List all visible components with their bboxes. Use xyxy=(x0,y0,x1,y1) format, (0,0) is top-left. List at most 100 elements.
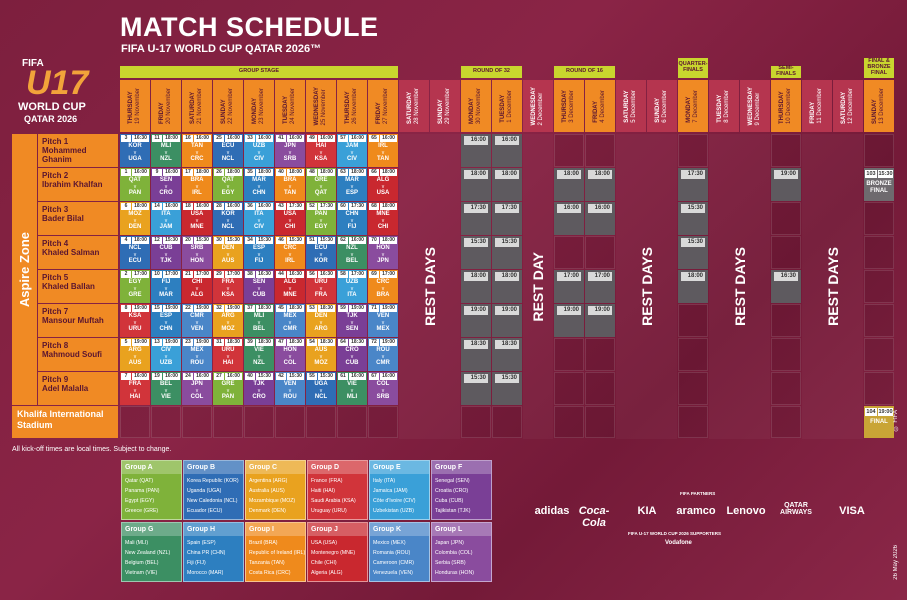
date-text: TUESDAY 24 November xyxy=(283,88,297,124)
empty-cell xyxy=(678,372,708,405)
away-team: MNE xyxy=(283,292,297,298)
group-match: 29 17:00 FRA v KSA xyxy=(213,270,243,303)
empty-cell xyxy=(678,338,708,371)
versus: v xyxy=(288,388,292,394)
match-no: 46 xyxy=(276,237,286,244)
date: 5 December xyxy=(631,89,637,123)
ko-match: 15:30 xyxy=(492,236,522,269)
away-team: UZB xyxy=(159,360,173,366)
versus: v xyxy=(164,252,168,258)
pitch: Pitch 8 xyxy=(42,341,69,350)
ko-match: 16:00 xyxy=(461,134,491,167)
date-header: TUESDAY 8 December xyxy=(709,80,739,132)
home-team: JPN xyxy=(191,381,203,387)
away-team: ECU xyxy=(128,258,142,264)
match-time: 18:00 xyxy=(132,237,149,244)
away-team: ESP xyxy=(345,190,358,196)
match-time: 16:00 xyxy=(194,373,211,380)
date-header: FRIDAY 20 November xyxy=(151,80,181,132)
ko-match: 18:00 xyxy=(585,168,615,201)
pitch-name: Bader Bilal xyxy=(42,214,84,224)
date-text: WEDNESDAY 9 December xyxy=(748,87,762,125)
home-team: CRC xyxy=(376,279,390,285)
date-header: SUNDAY 29 November xyxy=(430,80,460,132)
match-no: 31 xyxy=(214,339,224,346)
group-team: Korea Republic (KOR) xyxy=(187,478,239,484)
home-team: ESP xyxy=(159,313,172,319)
match-no: 43 xyxy=(276,203,286,210)
home-team: ALG xyxy=(376,177,390,183)
home-team: FIJ xyxy=(161,279,171,285)
stage-label: ROUND OF 16 xyxy=(566,68,603,75)
date: 13 December xyxy=(879,87,885,125)
home-team: USA xyxy=(283,211,297,217)
group-match: 59 19:00 TJK v SEN xyxy=(337,304,367,337)
ko-time: 18:00 xyxy=(495,170,519,179)
away-team: BEL xyxy=(253,326,265,332)
match-time: 16:00 xyxy=(225,373,242,380)
date-text: TUESDAY 1 December xyxy=(500,90,514,123)
match-no: 56 xyxy=(307,271,317,278)
versus: v xyxy=(164,388,168,394)
group-match: 71 19:00 VEN v MEX xyxy=(368,304,398,337)
pitch-name: Khaled Ballan xyxy=(42,282,95,292)
stage-label: QUARTER-FINALS xyxy=(678,61,708,73)
date-text: MONDAY 30 November xyxy=(469,88,483,124)
date-text: THURSDAY 3 December xyxy=(562,90,576,123)
group-team: Cameroon (CMR) xyxy=(373,560,414,566)
group-match: 28 16:00 KOR v NCL xyxy=(213,202,243,235)
match-time: 15:30 xyxy=(287,373,304,380)
rest-label: REST DAYS xyxy=(824,247,841,326)
ko-match: 15:30 xyxy=(678,202,708,235)
date-header: THURSDAY 10 December xyxy=(771,80,801,132)
versus: v xyxy=(257,252,261,258)
group-match: 16 16:00 TAN v CRC xyxy=(182,134,212,167)
ko-time: 15:30 xyxy=(681,204,705,213)
away-team: BRA xyxy=(376,292,390,298)
ko-match: 17:30 xyxy=(678,168,708,201)
group-team: Fiji (FIJ) xyxy=(187,560,206,566)
home-team: URU xyxy=(314,279,328,285)
versus: v xyxy=(319,388,323,394)
date-header: SATURDAY 21 November xyxy=(182,80,212,132)
group-team: Italy (ITA) xyxy=(373,478,396,484)
match-no: 17 xyxy=(183,169,193,176)
match-time: 15:30 xyxy=(256,237,273,244)
match-time: 16:00 xyxy=(349,237,366,244)
group-match: 51 15:30 ECU v KOR xyxy=(306,236,336,269)
empty-cell xyxy=(337,406,367,438)
date: 26 November xyxy=(352,87,358,125)
group-match: 64 18:30 CRO v CUB xyxy=(337,338,367,371)
empty-cell xyxy=(771,202,801,235)
versus: v xyxy=(226,354,230,360)
away-team: IRL xyxy=(192,190,202,196)
away-team: HAI xyxy=(222,360,234,366)
pitch-label: Pitch 2 Ibrahim Khalfan xyxy=(38,168,118,201)
away-team: PAN xyxy=(128,190,142,196)
match-time: 16:00 xyxy=(256,203,273,210)
home-team: SEN xyxy=(159,177,173,183)
group-team: Tajikistan (TJK) xyxy=(435,508,471,514)
pitch-name: Mohammed Ghanim xyxy=(42,146,87,165)
group-team: Argentina (ARG) xyxy=(249,478,288,484)
away-team: AUS xyxy=(128,360,142,366)
group-match: 14 16:00 ITA v JAM xyxy=(151,202,181,235)
match-no: 22 xyxy=(183,305,193,312)
home-team: ALG xyxy=(283,279,297,285)
date-text: THURSDAY 19 November xyxy=(128,88,142,124)
versus: v xyxy=(195,286,199,292)
versus: v xyxy=(257,150,261,156)
versus: v xyxy=(350,184,354,190)
match-no: 24 xyxy=(183,373,193,380)
match-time: 15:30 xyxy=(225,237,242,244)
empty-cell xyxy=(368,406,398,438)
match-no: 12 xyxy=(152,237,162,244)
group-match: 8 19:00 KSA v URU xyxy=(120,304,150,337)
date-header: THURSDAY 19 November xyxy=(120,80,150,132)
home-team: GRE xyxy=(221,381,235,387)
match-no: 1 xyxy=(121,169,131,176)
group-team: Jamaica (JAM) xyxy=(373,488,408,494)
group-match: 38 16:30 SEN v CUB xyxy=(244,270,274,303)
home-team: DEN xyxy=(221,245,235,251)
group-match: 43 17:30 USA v CHI xyxy=(275,202,305,235)
